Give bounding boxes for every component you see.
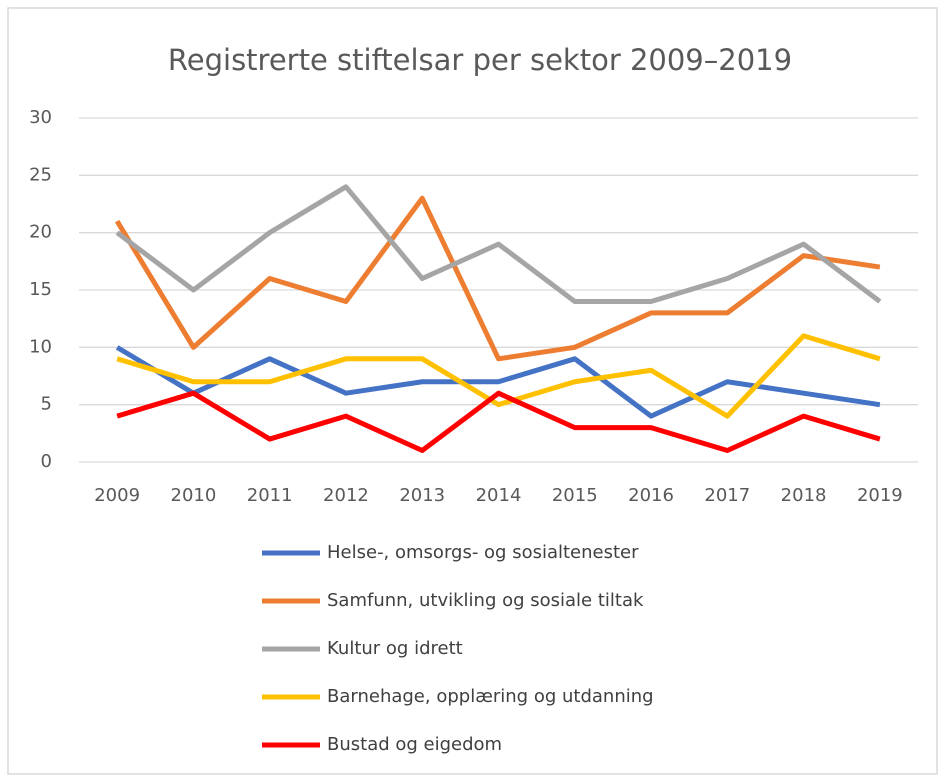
x-tick-label: 2017 [704,485,750,506]
legend-label: Helse-, omsorgs- og sosialtenester [327,542,639,563]
legend-label: Barnehage, opplæring og utdanning [327,686,654,707]
chart-title: Registrerte stiftelsar per sektor 2009–2… [168,43,792,77]
x-tick-label: 2009 [94,485,140,506]
x-tick-label: 2014 [476,485,522,506]
x-tick-label: 2019 [857,485,903,506]
series-line [114,195,881,362]
series-line [115,345,881,419]
series-line [115,184,882,304]
x-tick-label: 2011 [247,485,293,506]
y-tick-label: 30 [29,107,52,128]
y-tick-label: 25 [29,164,52,185]
y-tick-label: 15 [29,279,52,300]
legend-label: Samfunn, utvikling og sosiale tiltak [327,590,644,611]
y-tick-label: 0 [41,451,52,472]
x-tick-label: 2013 [399,485,445,506]
x-tick-label: 2010 [171,485,217,506]
legend-label: Kultur og idrett [327,638,463,659]
x-tick-label: 2016 [628,485,674,506]
x-tick-label: 2012 [323,485,369,506]
y-tick-label: 20 [29,222,52,243]
x-tick-label: 2018 [781,485,827,506]
legend-label: Bustad og eigedom [327,734,502,755]
y-tick-label: 10 [29,336,52,357]
series-line [116,390,881,454]
series-line [116,333,881,419]
x-tick-label: 2015 [552,485,598,506]
y-tick-label: 5 [41,394,52,415]
